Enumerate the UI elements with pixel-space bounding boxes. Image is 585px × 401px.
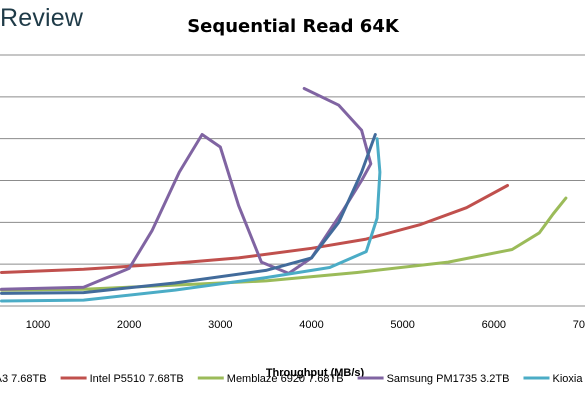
x-axis-label: Throughput (MB/s) [266, 367, 365, 379]
series-line-4 [0, 137, 382, 303]
x-tick-label: 5000 [390, 319, 414, 331]
legend-label: Memblaze 6920 7.68TB [227, 373, 344, 385]
chart-series-group [0, 87, 568, 303]
series-line-1 [0, 184, 509, 274]
x-tick-label: 1000 [26, 319, 50, 331]
legend-label: Intel P5510 7.68TB [90, 373, 184, 385]
x-tick-label: 6000 [482, 319, 506, 331]
legend-label: PM9A3 7.68TB [0, 373, 47, 385]
brand-logo-text: Review [0, 4, 84, 32]
chart-title: Sequential Read 64K [187, 16, 400, 37]
chart-legend: PM9A3 7.68TB Intel P5510 7.68TB Memblaze 6… [0, 373, 583, 385]
legend-label: Kioxia [552, 373, 583, 385]
x-tick-label: 7000 [573, 319, 585, 331]
legend-label: Samsung PM1735 3.2TB [387, 373, 510, 385]
series-line-3 [0, 87, 373, 291]
x-axis-ticks: 1000 2000 3000 4000 5000 6000 7000 [26, 319, 585, 331]
series-line-5 [0, 133, 377, 295]
x-tick-label: 3000 [208, 319, 232, 331]
x-tick-label: 4000 [299, 319, 323, 331]
x-tick-label: 2000 [117, 319, 141, 331]
